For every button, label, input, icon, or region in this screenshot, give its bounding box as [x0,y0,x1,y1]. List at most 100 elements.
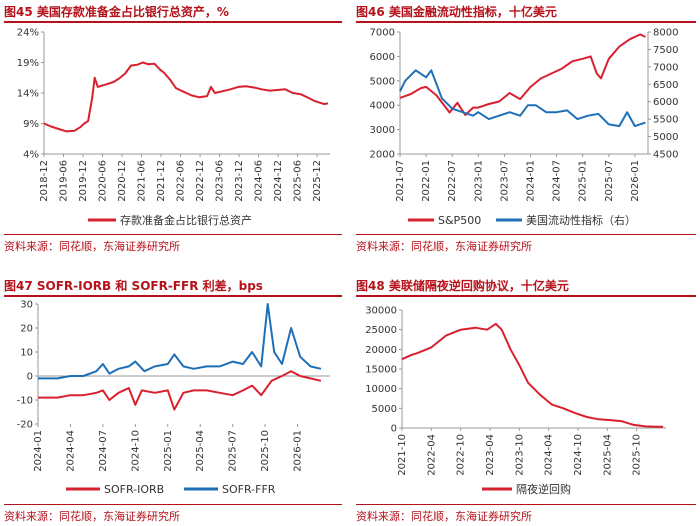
x-tick-label: 2024-07 [98,430,109,472]
y-right-tick-label: 6500 [653,80,678,91]
x-tick-label: 2025-07 [604,160,615,202]
legend: S&P500 美国流动性指标（右） [408,213,636,227]
x-tick-label: 2023-06 [215,160,226,202]
x-tick-label: 2021-10 [397,434,408,476]
series-line-c46-0 [399,33,646,116]
y-right-tick-label: 7500 [653,45,678,56]
x-tick-label: 2018-12 [39,160,50,202]
chart-fig47: -20 -10 0 10 20 30 2024-01 2024-04 2024-07 2024-1… [17,300,330,496]
fig47-title-rule [4,295,342,297]
x-tick-label: 2024-10 [573,434,584,476]
y-right-tick-label: 8000 [653,28,678,39]
fig45-title: 图45 美国存款准备金占比银行总资产，% [4,5,229,19]
y-tick-label: 0 [391,424,397,435]
chart-fig48: 0 5000 10000 15000 20000 25000 30000 2021-10 202… [365,306,666,496]
y-tick-label: 5000 [370,76,395,87]
y-tick-label: 4000 [370,101,395,112]
series-line-c47-1 [38,303,322,380]
fig47-source: 资料来源：同花顺，东海证券研究所 [4,504,342,523]
y-tick-label: 6000 [370,52,395,63]
y-tick-label: 7000 [370,28,395,39]
legend: 隔夜逆回购 [482,482,571,496]
y-tick-label: 10 [20,348,33,359]
fig46-title: 图46 美国金融流动性指标，十亿美元 [356,5,557,19]
x-tick-label: 2024-10 [130,430,141,472]
y-tick-label: -20 [17,420,33,431]
chart-fig46: 2000 3000 4000 5000 6000 7000 4500 5000 5500 6000… [370,28,679,228]
panel-fig48: 图48 美联储隔夜逆回购协议，十亿美元 0 5000 10000 15000 20000… [356,278,696,524]
fig48-title: 图48 美联储隔夜逆回购协议，十亿美元 [356,279,569,293]
y-tick-label: 4% [23,150,39,161]
series-line-c45-0 [43,61,329,133]
y-tick-label: 30 [20,300,33,311]
y-tick-label: -10 [17,396,33,407]
legend-label-sp500: S&P500 [438,214,481,227]
fig45-source: 资料来源：同花顺，东海证券研究所 [4,234,342,253]
x-tick-label: 2023-01 [473,160,484,202]
series-line-c46-1 [399,69,646,128]
x-tick-label: 2024-01 [33,430,44,472]
x-tick-label: 2023-04 [485,434,496,476]
y-tick-label: 5000 [372,404,397,415]
legend: SOFR-IORB SOFR-FFR [66,483,276,496]
x-tick-label: 2023-12 [234,160,245,202]
y-tick-label: 2000 [370,150,395,161]
x-tick-label: 2020-12 [117,160,128,202]
y-tick-label: 19% [17,58,39,69]
y-tick-label: 20 [20,324,33,335]
x-tick-label: 2021-07 [395,160,406,202]
x-tick-label: 2022-07 [447,160,458,202]
fig46-source: 资料来源：同花顺，东海证券研究所 [356,234,696,253]
legend: 存款准备金占比银行总资产 [88,213,252,227]
x-tick-label: 2024-01 [526,160,537,202]
legend-label-sofr-ffr: SOFR-FFR [222,483,276,496]
y-tick-label: 0 [27,372,33,383]
fig48-source: 资料来源：同花顺，东海证券研究所 [356,504,696,523]
fig45-title-rule [4,21,342,23]
x-tick-label: 2025-12 [312,160,323,202]
x-tick-label: 2019-12 [78,160,89,202]
x-tick-label: 2022-06 [176,160,187,202]
y-right-tick-label: 5500 [653,115,678,126]
panel-fig46: 图46 美国金融流动性指标，十亿美元 2000 3000 4000 5000 6000 7… [356,4,696,254]
y-tick-label: 14% [17,89,39,100]
x-tick-label: 2024-06 [254,160,265,202]
x-tick-label: 2024-07 [552,160,563,202]
fig48-title-rule [356,295,696,297]
x-tick-label: 2022-04 [426,434,437,476]
x-tick-label: 2022-12 [195,160,206,202]
x-tick-label: 2025-10 [260,430,271,472]
legend-label-liquidity: 美国流动性指标（右） [526,213,636,227]
x-tick-label: 2025-07 [228,430,239,472]
y-tick-label: 15000 [365,365,397,376]
x-tick-label: 2025-04 [195,430,206,472]
x-tick-label: 2026-01 [630,160,641,202]
x-tick-label: 2024-04 [65,430,76,472]
y-right-tick-label: 6000 [653,97,678,108]
panel-fig47: 图47 SOFR-IORB 和 SOFR-FFR 利差，bps -20 -10 0 1… [4,278,342,524]
y-tick-label: 24% [17,28,39,39]
x-tick-label: 2023-07 [499,160,510,202]
y-tick-label: 30000 [365,306,397,317]
x-tick-label: 2024-12 [273,160,284,202]
y-right-tick-label: 5000 [653,132,678,143]
legend-label-rrp: 隔夜逆回购 [516,482,571,496]
y-right-tick-label: 7000 [653,62,678,73]
x-tick-label: 2026-01 [293,430,304,472]
panel-fig45: 图45 美国存款准备金占比银行总资产，% 4% 9% 14% 19% 24% 2018-1… [4,4,342,254]
y-tick-label: 9% [23,119,39,130]
x-tick-label: 2022-10 [456,434,467,476]
y-tick-label: 25000 [365,325,397,336]
x-tick-label: 2021-12 [156,160,167,202]
x-tick-label: 2025-10 [632,434,643,476]
legend-label-sofr-iorb: SOFR-IORB [104,483,164,496]
fig46-title-rule [356,21,696,23]
x-tick-label: 2020-06 [98,160,109,202]
legend-label-reserves: 存款准备金占比银行总资产 [120,213,252,227]
fig47-title: 图47 SOFR-IORB 和 SOFR-FFR 利差，bps [4,279,263,293]
x-tick-label: 2025-01 [578,160,589,202]
y-tick-label: 3000 [370,125,395,136]
x-tick-label: 2023-10 [514,434,525,476]
y-right-tick-label: 4500 [653,150,678,161]
x-tick-label: 2021-06 [137,160,148,202]
